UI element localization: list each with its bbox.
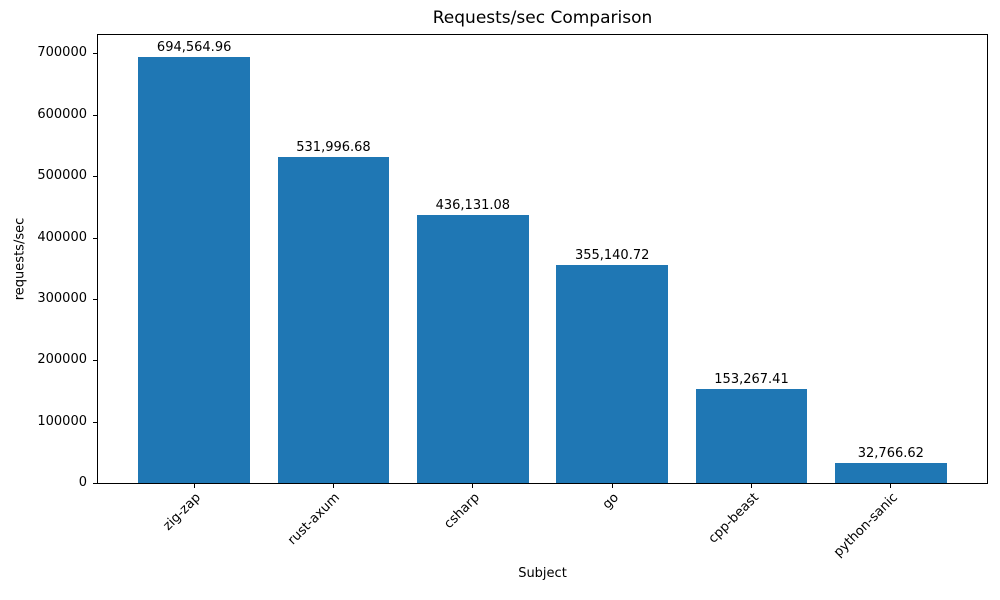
bar-go — [556, 265, 668, 483]
x-tick-mark — [193, 484, 195, 488]
x-axis-label: Subject — [518, 566, 567, 581]
x-tick-label: go — [599, 490, 623, 513]
bar-value-label: 153,267.41 — [714, 371, 789, 387]
y-tick-label: 100000 — [37, 413, 87, 429]
y-tick-mark — [93, 53, 97, 55]
y-tick-label: 0 — [78, 475, 87, 490]
y-axis-label: requests/sec — [12, 217, 28, 301]
y-tick-mark — [93, 298, 97, 300]
x-tick-label: rust-axum — [285, 490, 344, 549]
bar-csharp — [417, 215, 529, 483]
bar-value-label: 355,140.72 — [574, 248, 650, 264]
bar-value-label: 32,766.62 — [857, 445, 924, 461]
y-tick-mark — [93, 237, 97, 239]
y-tick-label: 400000 — [37, 229, 87, 245]
y-tick-label: 300000 — [37, 290, 87, 306]
x-tick-label: cpp-beast — [705, 490, 762, 547]
x-tick-mark — [611, 484, 613, 488]
y-tick-label: 500000 — [37, 168, 87, 184]
x-tick-mark — [890, 484, 892, 488]
y-tick-label: 600000 — [37, 106, 87, 122]
x-tick-label: python-sanic — [830, 490, 901, 561]
x-tick-label: zig-zap — [160, 490, 205, 534]
y-tick-mark — [93, 421, 97, 423]
bar-rust-axum — [277, 156, 390, 483]
y-tick-label: 200000 — [37, 352, 87, 368]
y-tick-mark — [93, 360, 97, 362]
y-tick-mark — [93, 483, 97, 484]
x-tick-mark — [472, 484, 474, 488]
bar-value-label: 531,996.68 — [296, 139, 371, 155]
bar-value-label: 694,564.96 — [156, 39, 232, 55]
x-tick-label: csharp — [441, 490, 483, 532]
bar-zig-zap — [138, 56, 250, 483]
y-tick-label: 700000 — [37, 45, 87, 61]
bar-cpp-beast — [695, 388, 808, 483]
x-tick-mark — [751, 484, 752, 488]
bar-value-label: 436,131.08 — [435, 198, 511, 214]
chart-title: Requests/sec Comparison — [432, 8, 653, 28]
y-tick-mark — [93, 176, 97, 178]
y-tick-mark — [93, 114, 97, 116]
bar-python-sanic — [835, 462, 947, 483]
x-tick-mark — [332, 484, 334, 488]
plot-area: 0 100000 200000 300000 400000 500000 600000 700… — [37, 34, 988, 560]
